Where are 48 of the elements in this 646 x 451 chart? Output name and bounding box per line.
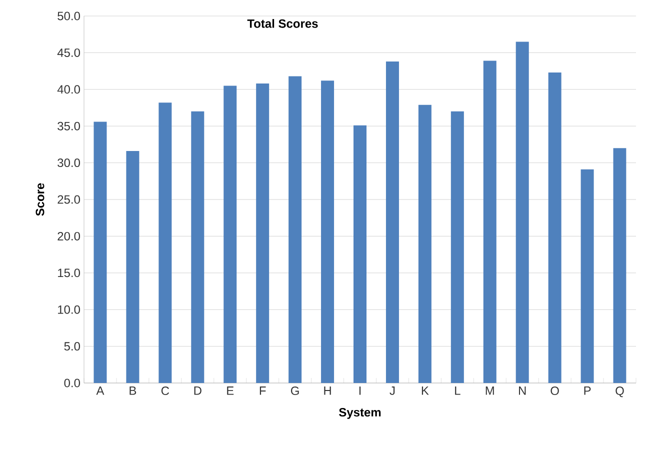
y-tick-label: 45.0 (57, 48, 80, 57)
bar (613, 148, 626, 383)
x-tick-label: F (260, 386, 266, 395)
y-tick-label: 20.0 (58, 232, 80, 240)
y-tick-label: 10.0 (58, 305, 80, 314)
x-tick-label: C (161, 386, 170, 396)
x-tick-label: D (194, 386, 202, 395)
bar (516, 42, 529, 383)
bar (450, 111, 464, 383)
x-tick-label: B (130, 386, 136, 395)
y-tick-label: 5.0 (64, 342, 80, 351)
y-tick-label: 40.0 (57, 85, 80, 94)
bar (321, 80, 334, 383)
bar (126, 151, 140, 383)
x-tick-label: O (550, 386, 559, 396)
x-tick-label: I (359, 386, 361, 395)
bar (288, 76, 302, 383)
bar (191, 111, 204, 383)
bar (224, 86, 237, 383)
x-tick-label: E (227, 386, 234, 395)
y-tick-label: 35.0 (58, 122, 80, 130)
x-tick-label: K (422, 386, 429, 395)
y-tick-label: 0.0 (64, 378, 80, 388)
bar (158, 102, 172, 383)
bar (548, 72, 562, 383)
x-tick-label: H (324, 386, 331, 395)
y-axis-title: Score (36, 183, 44, 216)
bar (354, 125, 367, 383)
x-tick-label: J (390, 386, 395, 395)
x-tick-label: N (519, 386, 526, 395)
x-axis-title: System (339, 408, 381, 419)
x-tick-label: A (96, 386, 104, 395)
bar (256, 84, 270, 383)
y-tick-label: 25.0 (58, 195, 80, 204)
chart-title: Total Scores (247, 19, 318, 28)
y-tick-label: 30.0 (58, 158, 80, 168)
bar (386, 62, 399, 383)
bar (483, 60, 496, 383)
bar (580, 169, 594, 383)
x-tick-label: G (290, 386, 299, 396)
x-tick-label: L (455, 386, 460, 395)
x-tick-label: M (486, 386, 494, 395)
y-tick-label: 15.0 (58, 268, 80, 278)
y-tick-label: 50.0 (58, 12, 80, 20)
x-tick-label: P (584, 386, 591, 395)
bar (418, 104, 432, 383)
bar (94, 122, 107, 383)
x-tick-label: Q (616, 386, 624, 398)
